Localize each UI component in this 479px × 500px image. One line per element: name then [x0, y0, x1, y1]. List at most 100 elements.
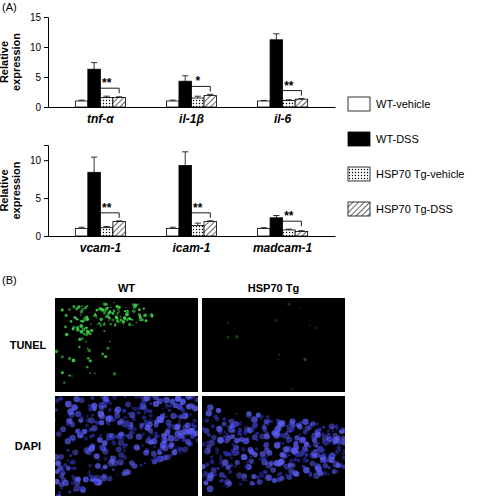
texture-dot [236, 472, 242, 478]
error-bar [195, 223, 201, 225]
texture-dot [128, 323, 131, 326]
legend-label: HSP70 Tg-DSS [376, 203, 453, 215]
texture-dot [118, 452, 124, 458]
texture-dot [88, 464, 92, 468]
micrograph-bg [202, 396, 345, 496]
texture-dot [182, 438, 186, 442]
texture-dot [80, 314, 82, 316]
texture-dot [80, 310, 84, 314]
texture-dot [75, 411, 81, 417]
texture-dot [329, 423, 335, 429]
texture-dot [187, 424, 190, 427]
row-label: DAPI [15, 440, 41, 452]
texture-dot [97, 308, 99, 310]
texture-dot [272, 478, 277, 483]
texture-dot [155, 432, 157, 434]
texture-dot [176, 423, 181, 428]
texture-dot [116, 433, 122, 439]
texture-dot [181, 413, 185, 417]
texture-dot [322, 426, 325, 429]
texture-dot [175, 396, 182, 401]
texture-dot [90, 475, 94, 479]
texture-dot [117, 474, 119, 476]
texture-dot [280, 433, 282, 435]
texture-dot [72, 449, 78, 455]
texture-dot [215, 417, 219, 421]
significance-label: ** [102, 76, 112, 90]
texture-dot [95, 421, 99, 425]
texture-dot [169, 399, 174, 404]
texture-dot [273, 429, 275, 431]
texture-dot [205, 418, 210, 423]
texture-dot [66, 423, 69, 426]
texture-dot [126, 420, 129, 423]
texture-dot [204, 448, 210, 454]
texture-dot [286, 425, 289, 428]
texture-dot [179, 451, 182, 454]
texture-dot [161, 438, 164, 441]
error-bar [261, 227, 267, 229]
texture-dot [68, 374, 70, 376]
texture-dot [239, 433, 242, 436]
texture-dot [56, 431, 62, 437]
x-axis: tnf-αil-1βil-6 [49, 107, 336, 126]
texture-dot [89, 359, 92, 362]
bar [258, 228, 271, 236]
texture-dot [318, 447, 321, 450]
texture-dot [56, 494, 62, 496]
texture-dot [308, 445, 311, 448]
tick: 5 [35, 72, 48, 83]
texture-dot [228, 470, 232, 474]
bar [204, 96, 217, 107]
texture-dot [55, 479, 60, 485]
texture-dot [99, 405, 104, 410]
texture-dot [195, 438, 198, 442]
texture-dot [129, 460, 135, 466]
significance-label: ** [284, 209, 294, 223]
texture-dot [142, 415, 146, 419]
tick-mark [44, 17, 48, 18]
texture-dot [116, 447, 122, 453]
texture-dot [74, 396, 80, 402]
texture-dot [109, 402, 112, 405]
texture-dot [182, 446, 188, 452]
texture-dot [150, 459, 152, 461]
texture-dot [76, 326, 80, 330]
texture-dot [293, 445, 299, 451]
texture-dot [59, 396, 63, 400]
micrograph-bg [202, 298, 345, 392]
texture-dot [89, 372, 91, 374]
texture-dot [226, 336, 229, 339]
texture-dot [162, 407, 164, 409]
texture-dot [295, 453, 300, 458]
x-axis: vcam-1icam-1madcam-1 [49, 236, 336, 255]
texture-dot [215, 451, 219, 455]
texture-dot [166, 443, 170, 447]
texture-dot [136, 322, 137, 323]
texture-dot [273, 431, 280, 438]
texture-dot [113, 302, 115, 304]
texture-dot [241, 437, 244, 440]
texture-dot [272, 470, 274, 472]
texture-dot [216, 426, 222, 432]
bar [283, 230, 296, 236]
texture-dot [234, 465, 237, 468]
texture-dot [104, 322, 105, 323]
texture-dot [114, 323, 117, 326]
tick: 0 [35, 231, 48, 242]
texture-dot [323, 463, 328, 468]
texture-dot [342, 456, 345, 461]
legend-swatch [348, 97, 370, 111]
texture-dot [106, 421, 110, 425]
bar [75, 228, 88, 236]
texture-dot [100, 325, 102, 327]
texture-dot [122, 409, 126, 413]
texture-dot [117, 319, 119, 321]
texture-dot [256, 439, 259, 442]
texture-dot [328, 437, 332, 441]
texture-dot [62, 480, 69, 487]
bar-chart: 0510vcam-1icam-1madcam-1Relativeexpressi… [0, 146, 335, 256]
texture-dot [81, 320, 84, 323]
texture-dot [301, 450, 306, 455]
bar [113, 222, 126, 236]
